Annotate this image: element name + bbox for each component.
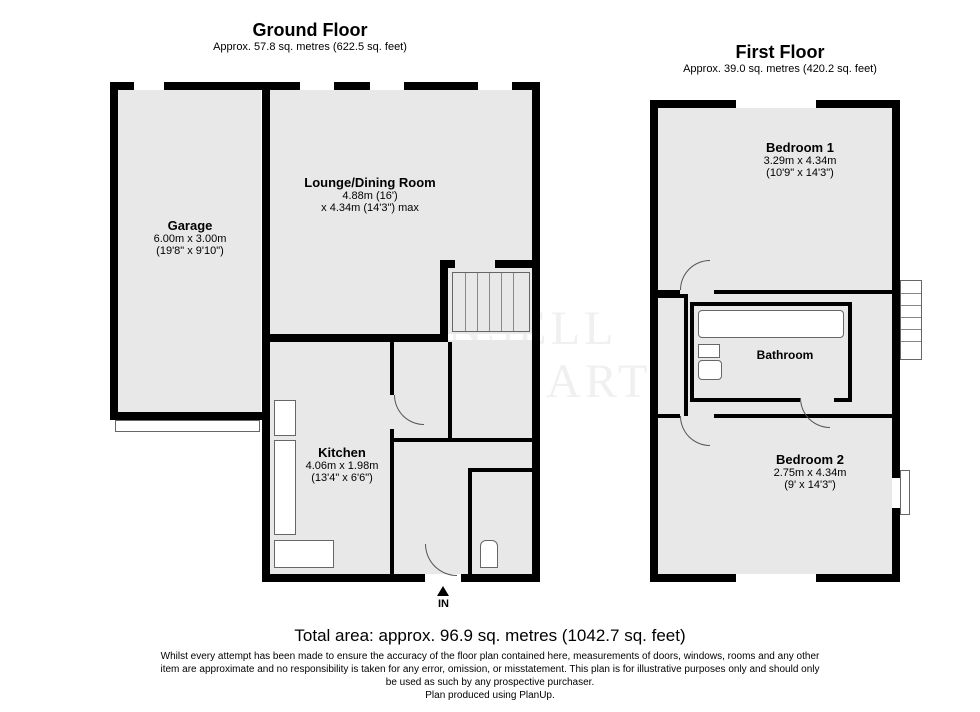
floorplan-page: MANSELL McTAGGART Ground Floor Approx. 5… <box>0 0 980 712</box>
lounge-dim2: x 4.34m (14'3") max <box>290 202 450 214</box>
window-bed2-side <box>892 478 900 508</box>
wall-house-bottom <box>262 574 540 582</box>
ground-floor-title: Ground Floor <box>210 20 410 41</box>
wall-hall-h <box>394 438 536 442</box>
bathtub <box>698 310 844 338</box>
ground-floor-subtitle: Approx. 57.8 sq. metres (622.5 sq. feet) <box>210 41 410 53</box>
stairs-ground <box>452 272 530 332</box>
bed1-name: Bedroom 1 <box>720 140 880 155</box>
wall-landing-closet-r <box>684 294 688 416</box>
wall-wc-left <box>468 468 472 576</box>
bed2-name: Bedroom 2 <box>730 452 890 467</box>
wall-lounge-inset-v <box>440 260 448 342</box>
garage-dim2: (19'8" x 9'10") <box>120 245 260 257</box>
kitchen-dim1: 4.06m x 1.98m <box>296 460 388 472</box>
bath-sink <box>698 344 720 358</box>
wall-ff-left <box>650 100 658 582</box>
kitchen-door-gap <box>390 395 394 429</box>
window-garage-top <box>134 82 164 90</box>
bath-wc <box>698 360 722 380</box>
garage-name: Garage <box>120 218 260 233</box>
stairs-first <box>900 280 922 360</box>
window-bed2 <box>736 574 816 582</box>
label-garage: Garage 6.00m x 3.00m (19'8" x 9'10") <box>120 218 260 257</box>
wall-wc-top <box>468 468 534 472</box>
wall-garage-left <box>110 82 118 417</box>
kitchen-sink <box>274 540 334 568</box>
first-floor-title-block: First Floor Approx. 39.0 sq. metres (420… <box>680 42 880 75</box>
opening-lounge-stairs <box>455 260 495 268</box>
disclaimer-block: Whilst every attempt has been made to en… <box>160 650 820 702</box>
kitchen-name: Kitchen <box>296 445 388 460</box>
lounge-dim1: 4.88m (16') <box>290 190 450 202</box>
bed2-bay <box>900 470 910 515</box>
wall-kitchen-right <box>390 342 394 578</box>
in-label: IN <box>438 598 449 610</box>
label-kitchen: Kitchen 4.06m x 1.98m (13'4" x 6'6") <box>296 445 388 484</box>
window-lounge-top-3 <box>478 82 512 90</box>
wall-bath-right <box>848 302 852 402</box>
bed2-dim1: 2.75m x 4.34m <box>730 467 890 479</box>
bed2-dim2: (9' x 14'3") <box>730 479 890 491</box>
kitchen-dim2: (13'4" x 6'6") <box>296 472 388 484</box>
wall-ff-right <box>892 100 900 582</box>
bed1-dim2: (10'9" x 14'3") <box>720 167 880 179</box>
ground-floor-title-block: Ground Floor Approx. 57.8 sq. metres (62… <box>210 20 410 53</box>
disclaimer-line2: Plan produced using PlanUp. <box>425 690 555 701</box>
window-bed1 <box>736 100 816 108</box>
wall-lounge-kitchen <box>270 334 448 342</box>
garage-dim1: 6.00m x 3.00m <box>120 233 260 245</box>
bathroom-name: Bathroom <box>730 348 840 362</box>
first-floor-subtitle: Approx. 39.0 sq. metres (420.2 sq. feet) <box>680 63 880 75</box>
kitchen-counter <box>274 440 296 535</box>
lounge-name: Lounge/Dining Room <box>290 175 450 190</box>
total-area: Total area: approx. 96.9 sq. metres (104… <box>0 626 980 646</box>
label-bed2: Bedroom 2 2.75m x 4.34m (9' x 14'3") <box>730 452 890 491</box>
wall-hall-1 <box>448 342 452 442</box>
window-lounge-top-2 <box>370 82 404 90</box>
ground-wc <box>480 540 498 568</box>
label-bed1: Bedroom 1 3.29m x 4.34m (10'9" x 14'3") <box>720 140 880 179</box>
wall-bath-left <box>690 302 694 402</box>
wall-garage-bottom <box>110 412 268 420</box>
wall-house-left <box>262 82 270 582</box>
kitchen-hob <box>274 400 296 436</box>
in-arrow <box>437 586 449 596</box>
label-lounge: Lounge/Dining Room 4.88m (16') x 4.34m (… <box>290 175 450 214</box>
wall-bath-top <box>690 302 852 306</box>
garage-door <box>115 420 260 432</box>
disclaimer-line1: Whilst every attempt has been made to en… <box>160 651 819 688</box>
window-lounge-top-1 <box>300 82 334 90</box>
label-bathroom: Bathroom <box>730 348 840 362</box>
first-floor-title: First Floor <box>680 42 880 63</box>
wall-house-right <box>532 82 540 582</box>
bed1-dim1: 3.29m x 4.34m <box>720 155 880 167</box>
